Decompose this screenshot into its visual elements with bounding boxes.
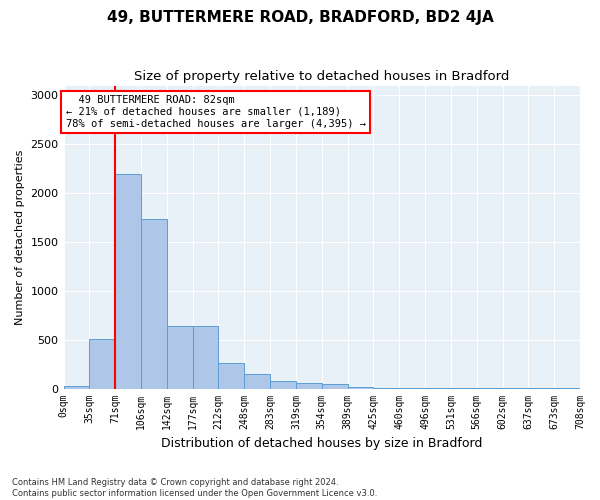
Text: 49, BUTTERMERE ROAD, BRADFORD, BD2 4JA: 49, BUTTERMERE ROAD, BRADFORD, BD2 4JA <box>107 10 493 25</box>
Bar <box>115 174 141 388</box>
X-axis label: Distribution of detached houses by size in Bradford: Distribution of detached houses by size … <box>161 437 482 450</box>
Text: Contains HM Land Registry data © Crown copyright and database right 2024.
Contai: Contains HM Land Registry data © Crown c… <box>12 478 377 498</box>
Bar <box>347 387 373 388</box>
Bar <box>322 384 347 388</box>
Title: Size of property relative to detached houses in Bradford: Size of property relative to detached ho… <box>134 70 509 83</box>
Bar <box>193 326 218 388</box>
Bar <box>218 363 244 388</box>
Text: 49 BUTTERMERE ROAD: 82sqm
← 21% of detached houses are smaller (1,189)
78% of se: 49 BUTTERMERE ROAD: 82sqm ← 21% of detac… <box>65 96 365 128</box>
Bar <box>244 374 270 388</box>
Bar <box>167 326 193 388</box>
Bar <box>141 220 167 388</box>
Bar <box>89 338 115 388</box>
Bar <box>296 383 322 388</box>
Bar <box>270 380 296 388</box>
Y-axis label: Number of detached properties: Number of detached properties <box>15 150 25 324</box>
Bar <box>64 386 89 388</box>
